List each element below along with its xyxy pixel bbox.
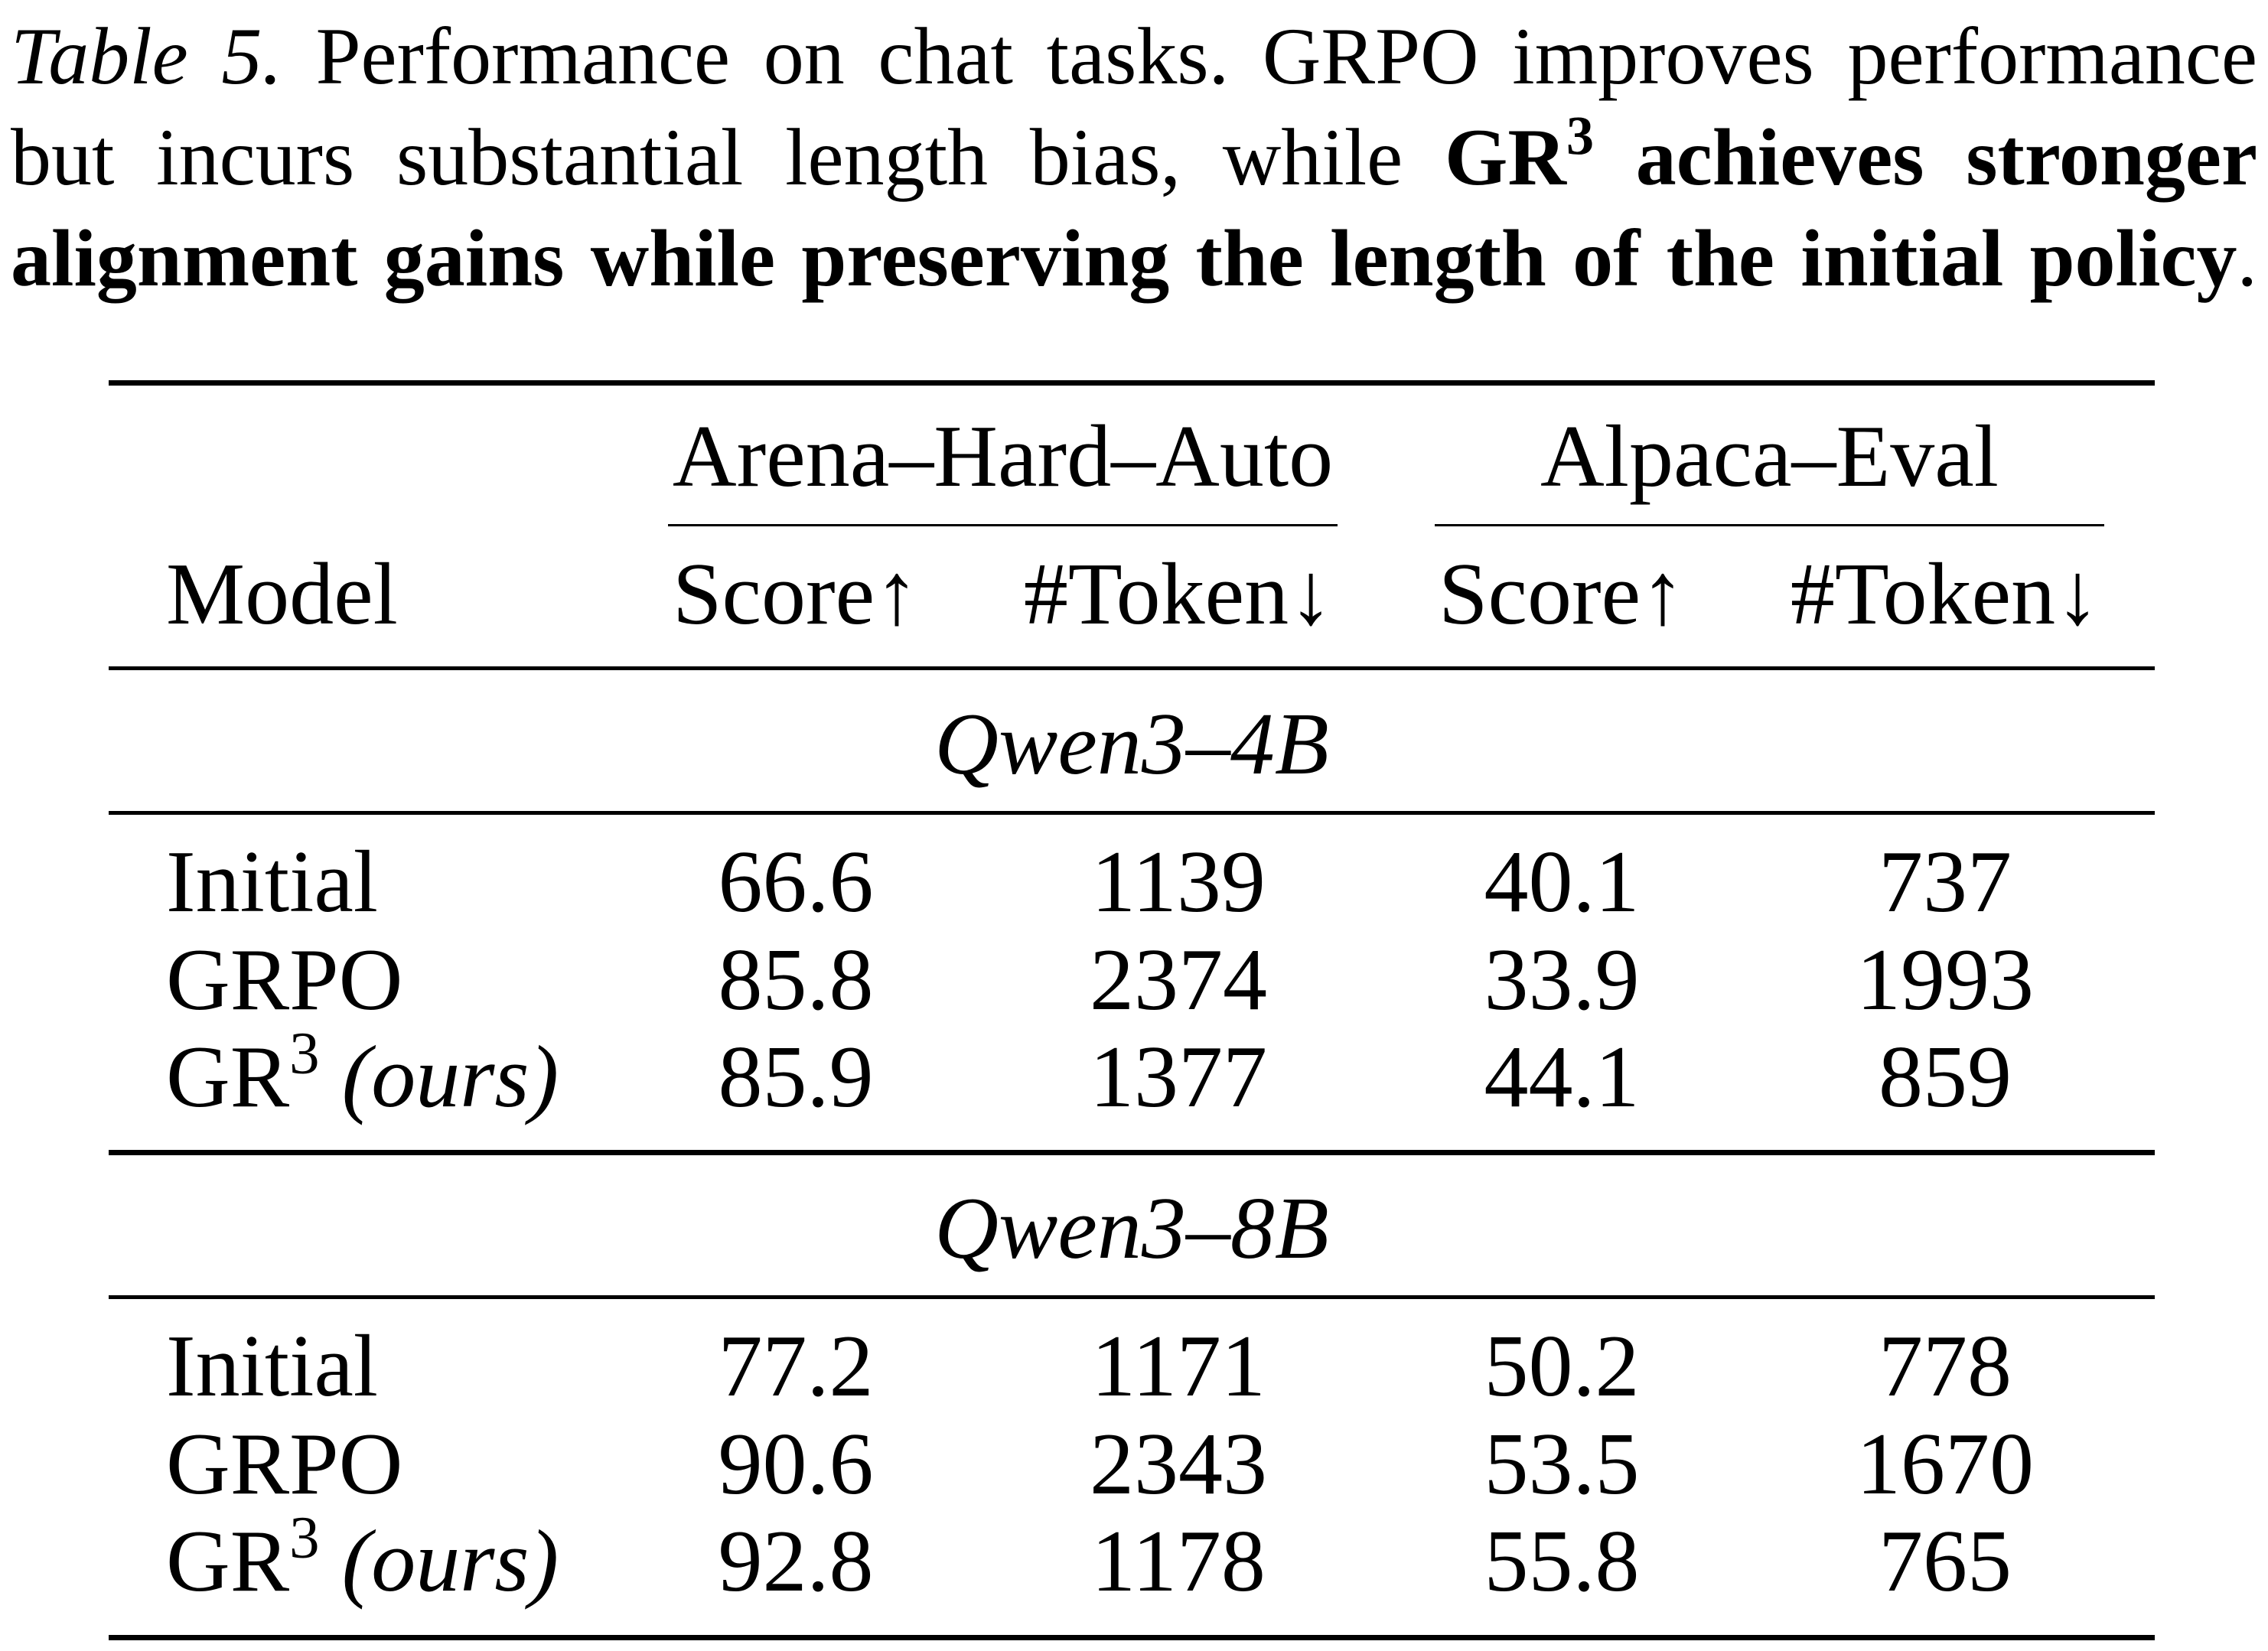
rule bbox=[109, 1149, 2155, 1155]
cell-value: 85.9 bbox=[718, 1028, 874, 1126]
column-header: Score↑ bbox=[1438, 545, 1686, 643]
model-note: (ours) bbox=[341, 1028, 559, 1126]
cell-value: 85.8 bbox=[718, 930, 874, 1029]
cell-value: 1139 bbox=[1091, 833, 1266, 931]
caption-text: Performance on chat tasks. GRPO improves… bbox=[11, 11, 2257, 202]
model-cell: GRPO bbox=[166, 936, 402, 1024]
cell-value: 2374 bbox=[1090, 930, 1267, 1029]
cell-value: 1377 bbox=[1090, 1028, 1267, 1126]
cell-value: 55.8 bbox=[1484, 1513, 1640, 1610]
cell-value: 66.6 bbox=[718, 833, 874, 931]
cell-value: 778 bbox=[1879, 1317, 2012, 1415]
column-header: #Token↓ bbox=[1790, 545, 2100, 643]
cell-value: 77.2 bbox=[718, 1317, 874, 1415]
section-title: Qwen3–8B bbox=[934, 1180, 1329, 1278]
column-header: #Token↓ bbox=[1023, 545, 1334, 643]
rule bbox=[109, 1294, 2155, 1299]
model-cell: GR3 (ours) bbox=[166, 1508, 559, 1606]
model-sup: 3 bbox=[289, 1020, 320, 1087]
cell-value: 1993 bbox=[1856, 930, 2034, 1029]
cell-value: 40.1 bbox=[1484, 833, 1640, 931]
cell-value: 1178 bbox=[1091, 1513, 1266, 1610]
cell-value: 92.8 bbox=[718, 1513, 874, 1610]
caption-bold-text: achieves stronger alignment gains while … bbox=[11, 112, 2257, 303]
model-cell: GR3 (ours) bbox=[166, 1024, 559, 1122]
cell-value: 737 bbox=[1879, 833, 2012, 931]
cell-value: 1171 bbox=[1091, 1317, 1266, 1415]
cell-value: 44.1 bbox=[1484, 1028, 1640, 1126]
cell-value: 765 bbox=[1879, 1513, 2012, 1610]
section-title: Qwen3–4B bbox=[934, 695, 1329, 793]
model-name: GR bbox=[166, 1513, 290, 1610]
caption-bold-text: GR bbox=[1444, 112, 1566, 202]
model-name: GR bbox=[166, 1028, 290, 1126]
cell-value: 859 bbox=[1879, 1028, 2012, 1126]
cell-value: 50.2 bbox=[1484, 1317, 1640, 1415]
caption-end: . bbox=[2237, 213, 2258, 303]
rule bbox=[1435, 523, 2104, 526]
model-name: Initial bbox=[166, 833, 379, 931]
model-name: GRPO bbox=[166, 930, 403, 1029]
caption: Table 5. Performance on chat tasks. GRPO… bbox=[11, 6, 2257, 309]
rule bbox=[109, 1634, 2155, 1640]
model-cell: Initial bbox=[166, 838, 378, 926]
group-header: Arena–Hard–Auto bbox=[672, 408, 1334, 506]
caption-sup: 3 bbox=[1566, 105, 1595, 167]
group-header: Alpaca–Eval bbox=[1540, 408, 1999, 506]
caption-bold: GR3 achieves stronger alignment gains wh… bbox=[11, 108, 2257, 303]
cell-value: 1670 bbox=[1856, 1415, 2034, 1513]
rule bbox=[109, 810, 2155, 815]
rule bbox=[109, 379, 2155, 386]
column-header: Score↑ bbox=[672, 545, 920, 643]
model-name: Initial bbox=[166, 1317, 379, 1415]
model-name: GRPO bbox=[166, 1415, 403, 1513]
model-cell: GRPO bbox=[166, 1420, 402, 1509]
rule bbox=[668, 523, 1338, 526]
column-header: Model bbox=[166, 545, 398, 643]
model-note: (ours) bbox=[341, 1513, 559, 1610]
cell-value: 33.9 bbox=[1484, 930, 1640, 1029]
rule bbox=[109, 666, 2155, 670]
caption-label: Table 5. bbox=[11, 11, 282, 101]
model-sup: 3 bbox=[289, 1504, 320, 1571]
model-cell: Initial bbox=[166, 1322, 378, 1411]
cell-value: 2343 bbox=[1090, 1415, 1267, 1513]
cell-value: 90.6 bbox=[718, 1415, 874, 1513]
cell-value: 53.5 bbox=[1484, 1415, 1640, 1513]
